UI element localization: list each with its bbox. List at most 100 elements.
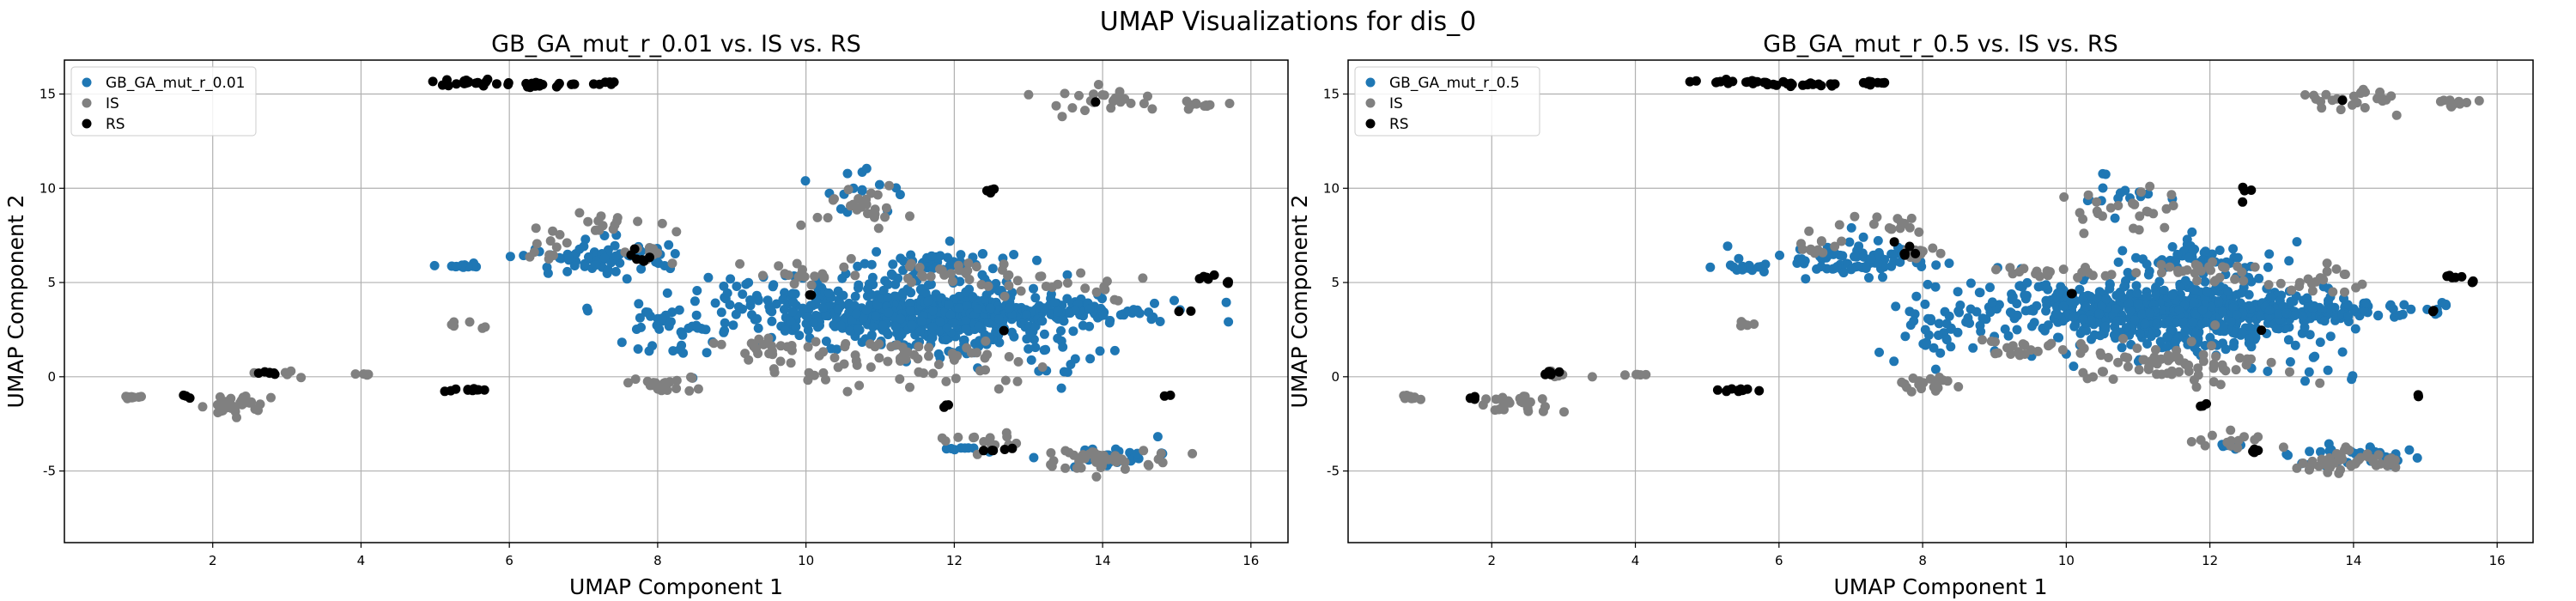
scatter-point	[1899, 379, 1910, 389]
scatter-point	[1522, 397, 1532, 407]
scatter-point	[800, 176, 811, 186]
scatter-point	[1691, 76, 1701, 86]
scatter-point	[961, 324, 971, 334]
scatter-point	[583, 216, 593, 227]
legend-entry: RS	[1389, 116, 1409, 133]
scatter-point	[1834, 220, 1844, 230]
scatter-point	[835, 320, 846, 331]
scatter-point	[2399, 300, 2409, 310]
scatter-point	[757, 270, 768, 281]
scatter-point	[1559, 407, 1569, 417]
x-tick-label: 8	[1918, 553, 1927, 568]
scatter-point	[898, 256, 908, 266]
scatter-point	[2123, 361, 2133, 372]
scatter-point	[1074, 90, 1084, 100]
scatter-point	[2323, 365, 2333, 375]
scatter-point	[1030, 343, 1041, 353]
scatter-point	[731, 309, 741, 319]
scatter-point	[2113, 257, 2123, 267]
scatter-point	[2304, 367, 2314, 377]
scatter-point	[543, 268, 553, 278]
series-IS	[1399, 84, 2484, 478]
scatter-point	[1775, 250, 1784, 260]
scatter-point	[866, 362, 876, 373]
scatter-point	[810, 271, 820, 282]
scatter-point	[927, 322, 938, 332]
scatter-point	[2005, 263, 2015, 273]
scatter-point	[1728, 76, 1738, 87]
scatter-point	[2117, 246, 2128, 256]
scatter-point	[787, 288, 798, 299]
scatter-point	[1911, 248, 1921, 258]
scatter-point	[580, 261, 590, 271]
scatter-point	[1866, 253, 1876, 264]
scatter-point	[2215, 379, 2226, 390]
scatter-point	[1067, 103, 1078, 113]
scatter-point	[2237, 267, 2247, 277]
scatter-point	[1057, 315, 1067, 325]
scatter-point	[1798, 80, 1807, 90]
scatter-point	[2468, 276, 2478, 286]
scatter-point	[584, 252, 593, 262]
scatter-point	[1012, 376, 1023, 386]
scatter-point	[2218, 307, 2227, 317]
scatter-point	[994, 314, 1004, 325]
scatter-point	[2205, 332, 2215, 343]
scatter-point	[1093, 80, 1103, 89]
scatter-point	[2145, 181, 2155, 191]
scatter-point	[787, 307, 798, 317]
scatter-point	[1009, 331, 1019, 342]
scatter-point	[2081, 301, 2091, 312]
scatter-point	[844, 307, 854, 318]
scatter-point	[359, 369, 368, 379]
scatter-point	[861, 199, 872, 209]
scatter-point	[883, 356, 893, 367]
scatter-point	[866, 331, 877, 342]
x-tick-label: 6	[1775, 553, 1783, 568]
scatter-point	[2025, 305, 2035, 315]
scatter-point	[1975, 320, 1985, 331]
scatter-point	[1816, 81, 1826, 91]
scatter-point	[1935, 348, 1946, 358]
scatter-point	[687, 373, 697, 383]
scatter-point	[2233, 252, 2243, 263]
scatter-point	[2298, 311, 2308, 321]
scatter-point	[2115, 188, 2125, 198]
scatter-point	[1026, 355, 1036, 365]
scatter-point	[1022, 310, 1031, 319]
scatter-point	[610, 220, 620, 230]
scatter-point	[941, 376, 951, 386]
scatter-point	[2319, 316, 2330, 326]
scatter-point	[881, 203, 891, 213]
scatter-point	[2172, 345, 2182, 355]
scatter-point	[941, 335, 951, 345]
scatter-point	[803, 342, 813, 352]
scatter-point	[1953, 287, 1963, 297]
scatter-point	[2098, 211, 2107, 222]
scatter-point	[692, 323, 702, 333]
scatter-point	[2263, 280, 2274, 290]
scatter-point	[945, 309, 956, 319]
scatter-point	[786, 316, 796, 326]
scatter-point	[465, 317, 475, 327]
scatter-point	[2404, 445, 2415, 455]
scatter-point	[2125, 307, 2136, 316]
scatter-point	[905, 306, 915, 316]
scatter-point	[2052, 309, 2063, 319]
scatter-point	[1816, 236, 1826, 246]
scatter-point	[1829, 264, 1839, 274]
scatter-point	[1965, 319, 1975, 328]
scatter-point	[890, 279, 901, 289]
scatter-point	[2094, 308, 2105, 319]
scatter-point	[2148, 209, 2159, 219]
scatter-point	[1941, 335, 1952, 345]
scatter-point	[860, 258, 870, 269]
scatter-point	[2119, 282, 2129, 292]
scatter-point	[2263, 262, 2273, 272]
scatter-point	[1991, 264, 2001, 275]
scatter-point	[2337, 95, 2348, 106]
scatter-point	[906, 250, 916, 260]
scatter-point	[2129, 223, 2138, 234]
scatter-point	[774, 261, 784, 271]
scatter-point	[2173, 265, 2183, 276]
